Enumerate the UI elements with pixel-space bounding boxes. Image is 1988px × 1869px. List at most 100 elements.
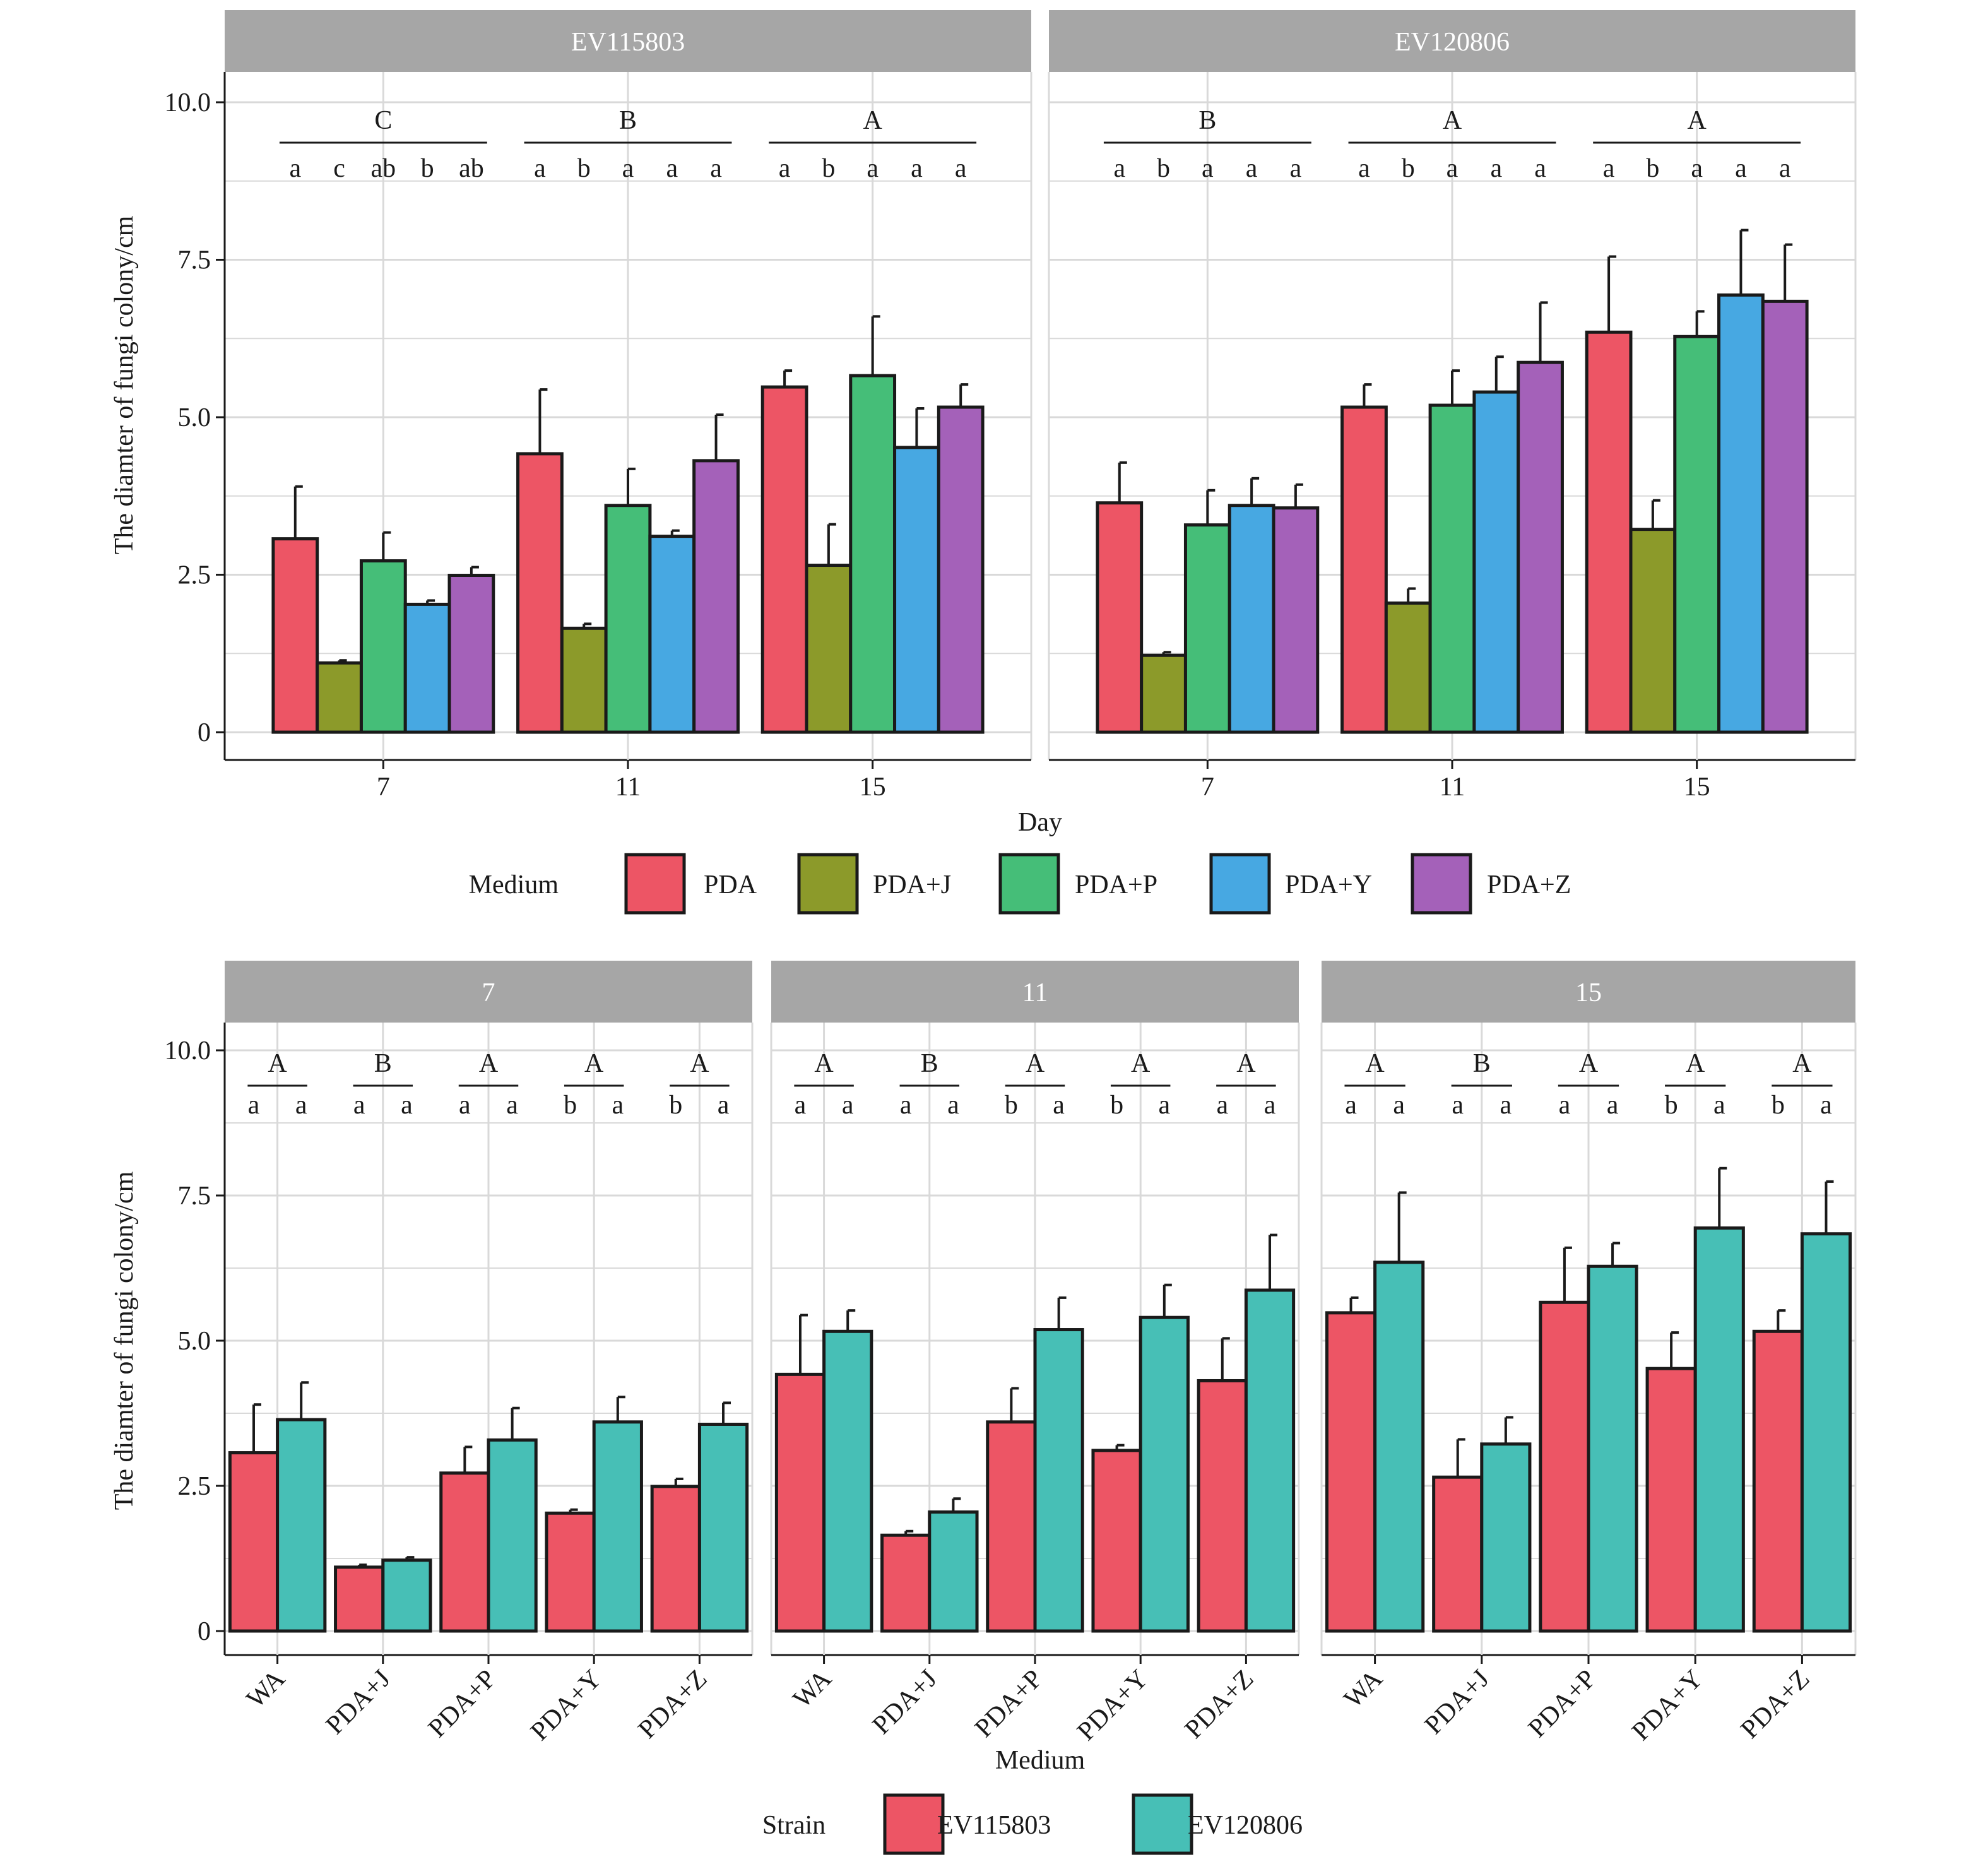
significance-letter: a: [1447, 154, 1458, 183]
bar: [1432, 1475, 1484, 1633]
y-tick-label: 0: [198, 718, 211, 747]
bar: [1761, 299, 1809, 734]
x-axis-label: Medium: [995, 1746, 1086, 1775]
x-tick-label: PDA+J: [321, 1664, 396, 1740]
legend-swatch: [998, 853, 1060, 915]
significance-letter: a: [955, 154, 967, 183]
significance-letter: a: [1290, 154, 1302, 183]
group-significance-letter: A: [1131, 1049, 1151, 1078]
legend-label: PDA+Y: [1285, 870, 1372, 899]
significance-letter: a: [612, 1091, 624, 1120]
bar: [1587, 1264, 1638, 1633]
group-significance-letter: B: [374, 1049, 392, 1078]
significance-letter: a: [1713, 1091, 1725, 1120]
x-tick-label: PDA+Y: [525, 1664, 607, 1747]
group-significance-letter: B: [921, 1049, 938, 1078]
y-axis-label: The diamter of fungi colony/cm: [110, 1171, 139, 1510]
legend-label: PDA+Z: [1487, 870, 1571, 899]
x-tick-label: WA: [1339, 1664, 1388, 1714]
legend-label: PDA: [704, 870, 757, 899]
significance-letter: b: [1646, 154, 1659, 183]
group-significance-letter: A: [863, 106, 882, 135]
legend-swatch: [797, 853, 859, 915]
significance-letter: a: [867, 154, 879, 183]
bar: [1373, 1261, 1425, 1633]
x-tick-label: PDA+P: [1523, 1664, 1602, 1743]
y-tick-label: 10.0: [165, 88, 211, 117]
bar: [805, 564, 853, 734]
group-significance-letter: A: [268, 1049, 287, 1078]
bar: [760, 385, 808, 734]
bar: [1272, 506, 1320, 734]
group-significance-letter: C: [374, 106, 392, 135]
bar: [1673, 335, 1721, 734]
significance-letter: a: [1820, 1091, 1832, 1120]
legend-label: PDA+J: [873, 870, 951, 899]
significance-letter: a: [248, 1091, 260, 1120]
significance-letter: a: [718, 1091, 730, 1120]
significance-letter: a: [1053, 1091, 1065, 1120]
group-significance-letter: A: [1687, 106, 1707, 135]
significance-letter: a: [710, 154, 722, 183]
panel-strip-label: 11: [1022, 978, 1048, 1007]
significance-letter: a: [795, 1091, 807, 1120]
x-tick-label: 15: [860, 773, 886, 802]
bar: [359, 559, 407, 734]
legend-swatch: [624, 853, 686, 915]
bar: [316, 661, 363, 734]
significance-letter: a: [1158, 1091, 1170, 1120]
bar: [1183, 523, 1231, 734]
y-tick-label: 5.0: [178, 403, 211, 432]
significance-letter: a: [1607, 1091, 1619, 1120]
x-axis-label: Day: [1018, 808, 1062, 837]
y-tick-label: 7.5: [178, 1182, 211, 1211]
x-tick-label: 11: [1440, 773, 1465, 802]
significance-letter: b: [1005, 1091, 1018, 1120]
legend-swatch: [1132, 1793, 1193, 1855]
x-tick-label: 11: [615, 773, 641, 802]
bar: [1384, 601, 1432, 734]
bar: [487, 1438, 538, 1633]
significance-letter: a: [842, 1091, 854, 1120]
group-significance-letter: A: [814, 1049, 834, 1078]
significance-letter: b: [822, 154, 835, 183]
significance-letter: a: [506, 1091, 518, 1120]
x-tick-label: PDA+J: [867, 1664, 943, 1740]
group-significance-letter: B: [1473, 1049, 1491, 1078]
bar: [1629, 528, 1677, 734]
bar: [937, 405, 985, 734]
bar: [1800, 1232, 1852, 1633]
significance-letter: a: [401, 1091, 413, 1120]
bar: [1340, 405, 1388, 734]
significance-letter: a: [1452, 1091, 1464, 1120]
x-tick-label: PDA+P: [969, 1664, 1048, 1743]
significance-letter: a: [947, 1091, 959, 1120]
bar: [822, 1329, 873, 1633]
significance-letter: a: [1358, 154, 1370, 183]
significance-letter: a: [779, 154, 791, 183]
bar: [1480, 1442, 1532, 1633]
x-tick-label: 15: [1684, 773, 1710, 802]
panel-strip: [1049, 10, 1855, 72]
bar: [228, 1451, 280, 1633]
bar: [604, 504, 652, 734]
significance-letter: a: [1393, 1091, 1405, 1120]
significance-letter: a: [534, 154, 546, 183]
group-significance-letter: A: [1236, 1049, 1256, 1078]
bar: [648, 535, 696, 734]
x-tick-label: 7: [377, 773, 390, 802]
bar: [1585, 330, 1633, 734]
legend-swatch: [1411, 853, 1472, 915]
significance-letter: b: [1157, 154, 1170, 183]
group-significance-letter: A: [1443, 106, 1462, 135]
significance-letter: a: [911, 154, 923, 183]
bar: [439, 1471, 490, 1633]
group-significance-letter: A: [584, 1049, 604, 1078]
bar: [1091, 1449, 1142, 1633]
bar: [1428, 403, 1476, 734]
significance-letter: b: [421, 154, 434, 183]
significance-letter: a: [1559, 1091, 1571, 1120]
bar: [1472, 390, 1520, 734]
group-significance-letter: A: [1579, 1049, 1599, 1078]
